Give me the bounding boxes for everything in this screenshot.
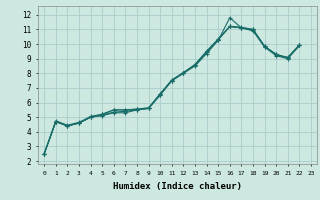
X-axis label: Humidex (Indice chaleur): Humidex (Indice chaleur) [113,182,242,191]
